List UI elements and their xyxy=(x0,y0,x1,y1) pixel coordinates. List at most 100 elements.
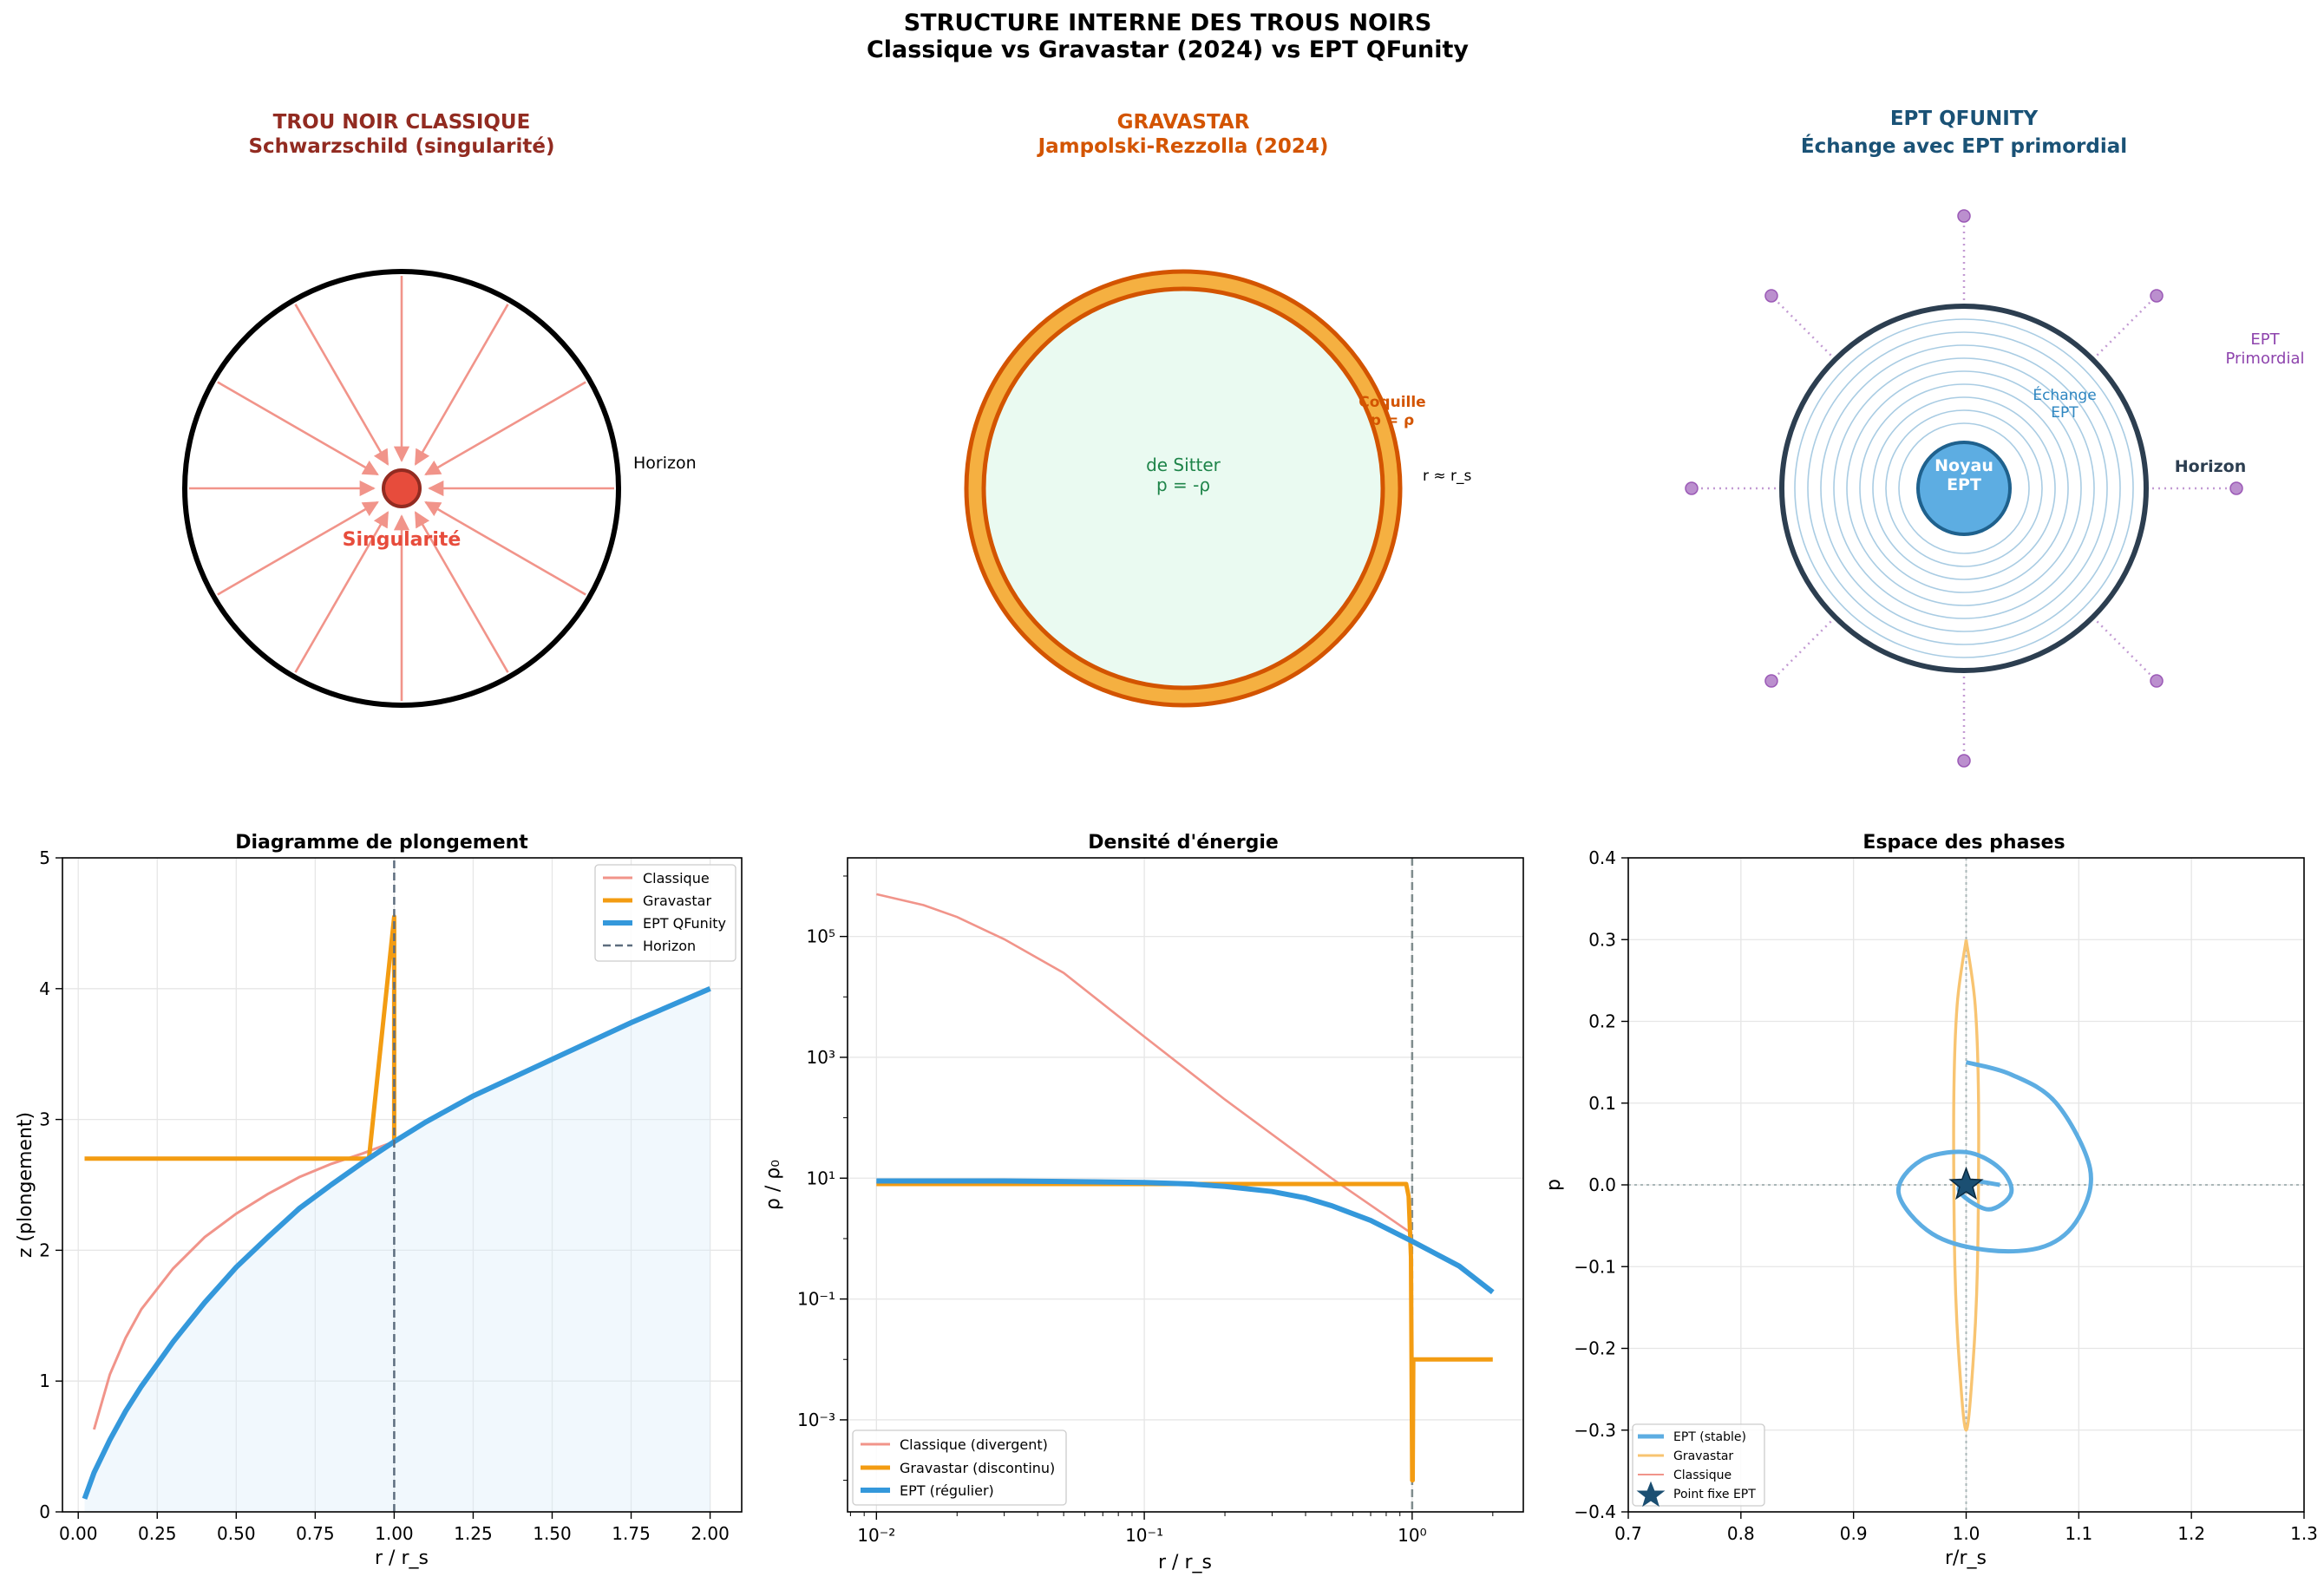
classic-horizon-label: Horizon xyxy=(633,454,697,473)
y-tick-label: 1 xyxy=(39,1370,50,1391)
series-ept-line xyxy=(82,986,711,1500)
ept-exchange-label-line1: Échange xyxy=(2033,385,2096,404)
x-tick-label: 0.7 xyxy=(1614,1523,1642,1544)
x-tick-label: 10⁻¹ xyxy=(1125,1525,1163,1546)
exchange-ring xyxy=(1833,357,2095,619)
y-tick-label: 10³ xyxy=(807,1047,835,1068)
y-tick-label: 4 xyxy=(39,978,50,999)
chart3-legend-fixed-point: Point fixe EPT xyxy=(1673,1488,1756,1501)
figure-title-line2: Classique vs Gravastar (2024) vs EPT QFu… xyxy=(867,36,1469,63)
ept-exchange-label-line2: EPT xyxy=(2051,404,2079,422)
classic-singularity-label: Singularité xyxy=(343,529,462,551)
series-gravastar-line xyxy=(876,1181,1493,1483)
y-tick-label: 0 xyxy=(39,1501,50,1522)
primordial-link xyxy=(1771,295,1836,361)
y-tick-label: 0.0 xyxy=(1588,1174,1616,1195)
exchange-ring xyxy=(1859,383,2069,593)
classic-title-line1: TROU NOIR CLASSIQUE xyxy=(273,111,531,134)
x-tick-label: 1.1 xyxy=(2065,1523,2092,1544)
chart1-legend-ept: EPT QFunity xyxy=(643,915,726,932)
x-tick-label: 1.75 xyxy=(612,1523,651,1544)
primordial-node xyxy=(1957,754,1971,768)
y-tick-label: 0.4 xyxy=(1588,847,1616,868)
chart2-legend-gravastar: Gravastar (discontinu) xyxy=(900,1460,1055,1476)
chart2-ticks: 10⁻² 10⁻¹ 10⁰ 10⁻³ 10⁻¹ 10¹ 10³ 10⁵ xyxy=(797,875,1494,1546)
x-tick-label: 0.50 xyxy=(217,1523,256,1544)
chart2-xlabel: r / r_s xyxy=(1158,1552,1212,1573)
classic-singularity-dot xyxy=(382,468,422,508)
infall-arrow xyxy=(217,500,379,596)
chart3-legend-swatch-fixed-point xyxy=(1636,1481,1666,1508)
x-tick-label: 10⁰ xyxy=(1398,1525,1426,1546)
gravastar-interior-label-line1: de Sitter xyxy=(1146,455,1221,475)
infall-arrow xyxy=(424,381,586,476)
chart1-legend-gravastar: Gravastar xyxy=(643,893,711,909)
ept-primordial-links xyxy=(1685,209,2243,768)
series-classique-line xyxy=(92,1140,395,1430)
panel-ept: EPT QFUNITY Échange avec EPT primordial … xyxy=(1685,108,2305,768)
chart2-frame xyxy=(847,857,1524,1513)
exchange-ring xyxy=(1872,396,2056,580)
chart3-plot-area xyxy=(1628,858,2304,1512)
chart2-legend-classique: Classique (divergent) xyxy=(900,1436,1048,1453)
figure-title-line1: STRUCTURE INTERNE DES TROUS NOIRS xyxy=(904,10,1432,36)
y-tick-label: −0.2 xyxy=(1574,1338,1616,1359)
primordial-node xyxy=(1685,481,1699,495)
x-tick-label: 1.25 xyxy=(454,1523,493,1544)
gravastar-shell-label-line2: p = ρ xyxy=(1371,412,1414,429)
chart3-title: Espace des phases xyxy=(1862,832,2065,854)
chart1-plot-area xyxy=(82,858,711,1512)
infall-arrow xyxy=(414,511,509,673)
chart1-ylabel: z (plongement) xyxy=(15,1112,36,1258)
chart1-legend-classique: Classique xyxy=(643,870,710,886)
infall-arrow xyxy=(294,304,390,466)
exchange-ring xyxy=(1794,318,2134,658)
y-tick-label: 2 xyxy=(39,1240,50,1260)
series-ept-line xyxy=(876,1178,1495,1295)
x-tick-label: 0.9 xyxy=(1840,1523,1868,1544)
y-tick-label: 10⁵ xyxy=(807,926,835,947)
chart3-ylabel: p xyxy=(1543,1179,1565,1191)
gravastar-radius-label: r ≈ r_s xyxy=(1423,468,1472,485)
gravastar-title-line1: GRAVASTAR xyxy=(1117,111,1250,134)
ept-horizon-circle xyxy=(1779,304,2149,673)
panel-classic: TROU NOIR CLASSIQUE Schwarzschild (singu… xyxy=(182,111,697,708)
exchange-ring xyxy=(1885,409,2043,567)
ept-exchange-rings xyxy=(1794,318,2134,658)
chart2-title: Densité d'énergie xyxy=(1088,832,1279,854)
primordial-node xyxy=(2150,289,2164,303)
series-classique-line xyxy=(876,893,1413,1235)
x-tick-label: 2.00 xyxy=(691,1523,730,1544)
chart-phase: Espace des phases 0.7 0.8 0.9 1.0 1.1 1.2 1.3 −… xyxy=(1543,832,2318,1569)
chart1-xlabel: r / r_s xyxy=(375,1547,429,1569)
chart3-ticks: 0.7 0.8 0.9 1.0 1.1 1.2 1.3 −0.4 −0.3 −0.2 −0.1 0.0… xyxy=(1574,847,2317,1544)
chart3-legend-ept: EPT (stable) xyxy=(1673,1430,1746,1444)
classic-horizon-circle xyxy=(182,269,621,708)
x-tick-label: 10⁻² xyxy=(857,1525,895,1546)
primordial-link xyxy=(2092,616,2157,682)
infall-arrow xyxy=(424,500,586,596)
ept-primordial-label-line2: Primordial xyxy=(2225,350,2304,368)
y-tick-label: 10¹ xyxy=(807,1168,835,1188)
infall-arrow xyxy=(294,511,390,673)
y-tick-label: −0.3 xyxy=(1574,1420,1616,1441)
primordial-link xyxy=(1771,616,1836,682)
x-tick-label: 0.75 xyxy=(296,1523,335,1544)
infall-arrow xyxy=(414,304,509,466)
primordial-node xyxy=(1764,289,1778,303)
chart1-title: Diagramme de plongement xyxy=(235,832,528,854)
gravastar-interior xyxy=(981,286,1385,690)
x-tick-label: 0.8 xyxy=(1727,1523,1755,1544)
exchange-ring xyxy=(1807,331,2121,645)
chart2-plot-area xyxy=(876,858,1495,1512)
chart1-legend-horizon: Horizon xyxy=(643,938,696,954)
series-gravastar-line xyxy=(1952,939,1980,1432)
ept-area-fill xyxy=(84,988,710,1512)
gravastar-title-line2: Jampolski-Rezzolla (2024) xyxy=(1037,135,1329,158)
x-tick-label: 1.50 xyxy=(533,1523,572,1544)
y-tick-label: −0.4 xyxy=(1574,1501,1616,1522)
series-ept-line xyxy=(1896,1060,2093,1254)
primordial-node xyxy=(2150,674,2164,688)
y-tick-label: −0.1 xyxy=(1574,1256,1616,1277)
